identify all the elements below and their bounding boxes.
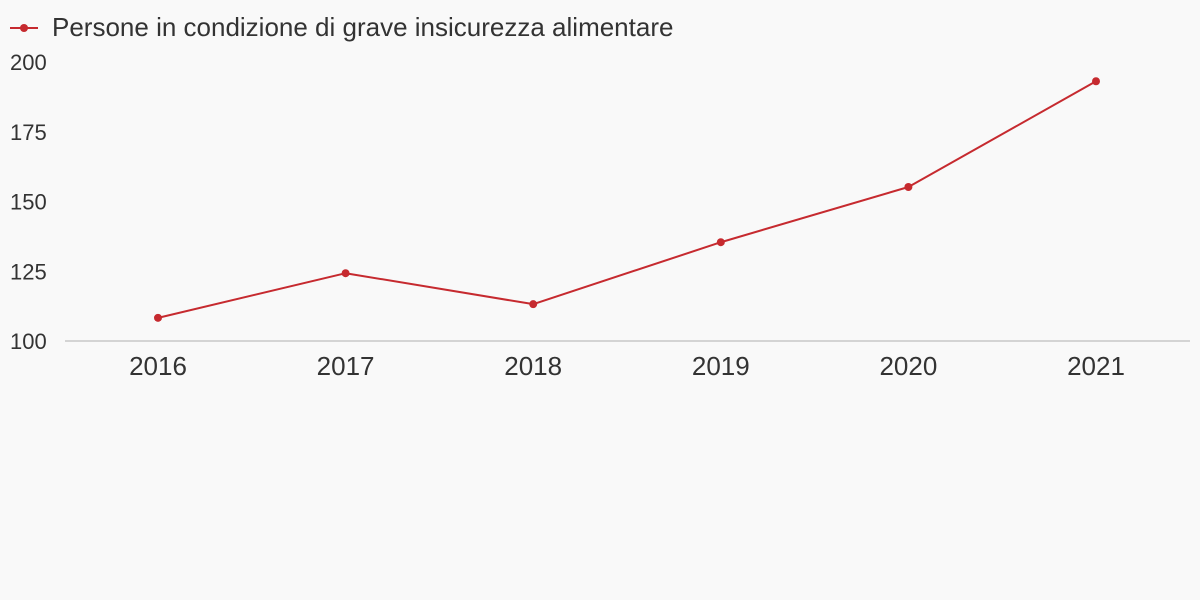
y-tick-label: 150 [10, 190, 47, 215]
series-line [157, 80, 1097, 319]
y-tick-label: 125 [10, 259, 47, 284]
data-point[interactable] [529, 300, 538, 309]
data-point[interactable] [716, 238, 725, 247]
x-axis: 2016 2017 2018 2019 2020 2021 [129, 351, 1125, 381]
legend[interactable]: Persone in condizione di grave insicurez… [10, 12, 673, 42]
x-tick-label: 2019 [692, 351, 750, 381]
x-tick-label: 2016 [129, 351, 187, 381]
data-point[interactable] [154, 313, 162, 322]
y-tick-label: 200 [10, 50, 47, 75]
series-group [154, 77, 1100, 322]
data-point[interactable] [1092, 77, 1100, 86]
y-tick-label: 100 [10, 329, 47, 354]
data-point[interactable] [341, 269, 350, 278]
y-tick-label: 175 [10, 120, 47, 145]
x-tick-label: 2020 [879, 351, 937, 381]
x-tick-label: 2021 [1067, 351, 1125, 381]
legend-series-label: Persone in condizione di grave insicurez… [52, 12, 673, 42]
legend-dot-marker [20, 24, 28, 32]
x-tick-label: 2018 [504, 351, 562, 381]
data-point[interactable] [904, 182, 913, 191]
x-tick-label: 2017 [317, 351, 375, 381]
y-axis: 100 125 150 175 200 [10, 50, 47, 354]
